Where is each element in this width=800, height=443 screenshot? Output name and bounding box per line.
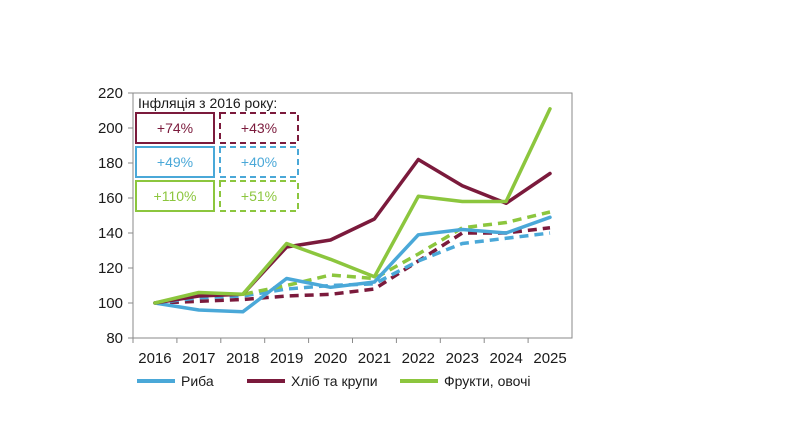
annotation-box-bread_dash [219,112,299,144]
legend-label-bread: Хліб та крупи [291,373,378,389]
x-tick-label: 2024 [489,350,522,367]
annotation-box-fish_solid [135,146,215,178]
y-tick-label: 160 [98,190,123,207]
series-line-fruit_dash [154,210,551,305]
annotation-box-bread_solid [135,112,215,144]
legend-label-fruit: Фрукти, овочі [444,373,531,389]
series-line-fruit [153,107,552,305]
annotation-box-label: +51% [241,188,277,204]
annotation-box-label: +74% [157,120,193,136]
x-tick-label: 2020 [314,350,347,367]
y-tick-label: 80 [106,330,123,347]
x-tick-label: 2021 [358,350,391,367]
x-tick-label: 2025 [533,350,566,367]
annotation-box-label: +110% [154,188,197,204]
x-tick-label: 2018 [226,350,259,367]
x-tick-label: 2022 [402,350,435,367]
x-tick-label: 2023 [446,350,479,367]
y-tick-label: 140 [98,225,123,242]
annotation-box-label: +49% [157,154,193,170]
annotation-box-label: +43% [241,120,277,136]
x-tick-label: 2017 [182,350,215,367]
y-tick-label: 220 [98,85,123,102]
y-tick-label: 180 [98,155,123,172]
series-line-fish [153,215,552,314]
annotation-box-label: +40% [241,154,277,170]
y-tick-label: 100 [98,295,123,312]
x-tick-label: 2019 [270,350,303,367]
annotation-title: Інфляція з 2016 року: [138,95,277,111]
legend-label-fish: Риба [181,373,214,389]
x-tick-label: 2016 [138,350,171,367]
annotation-box-fruit_dash [219,180,299,212]
y-tick-label: 200 [98,120,123,137]
y-tick-label: 120 [98,260,123,277]
annotation-box-fish_dash [219,146,299,178]
annotation-box-fruit_solid [135,180,215,212]
